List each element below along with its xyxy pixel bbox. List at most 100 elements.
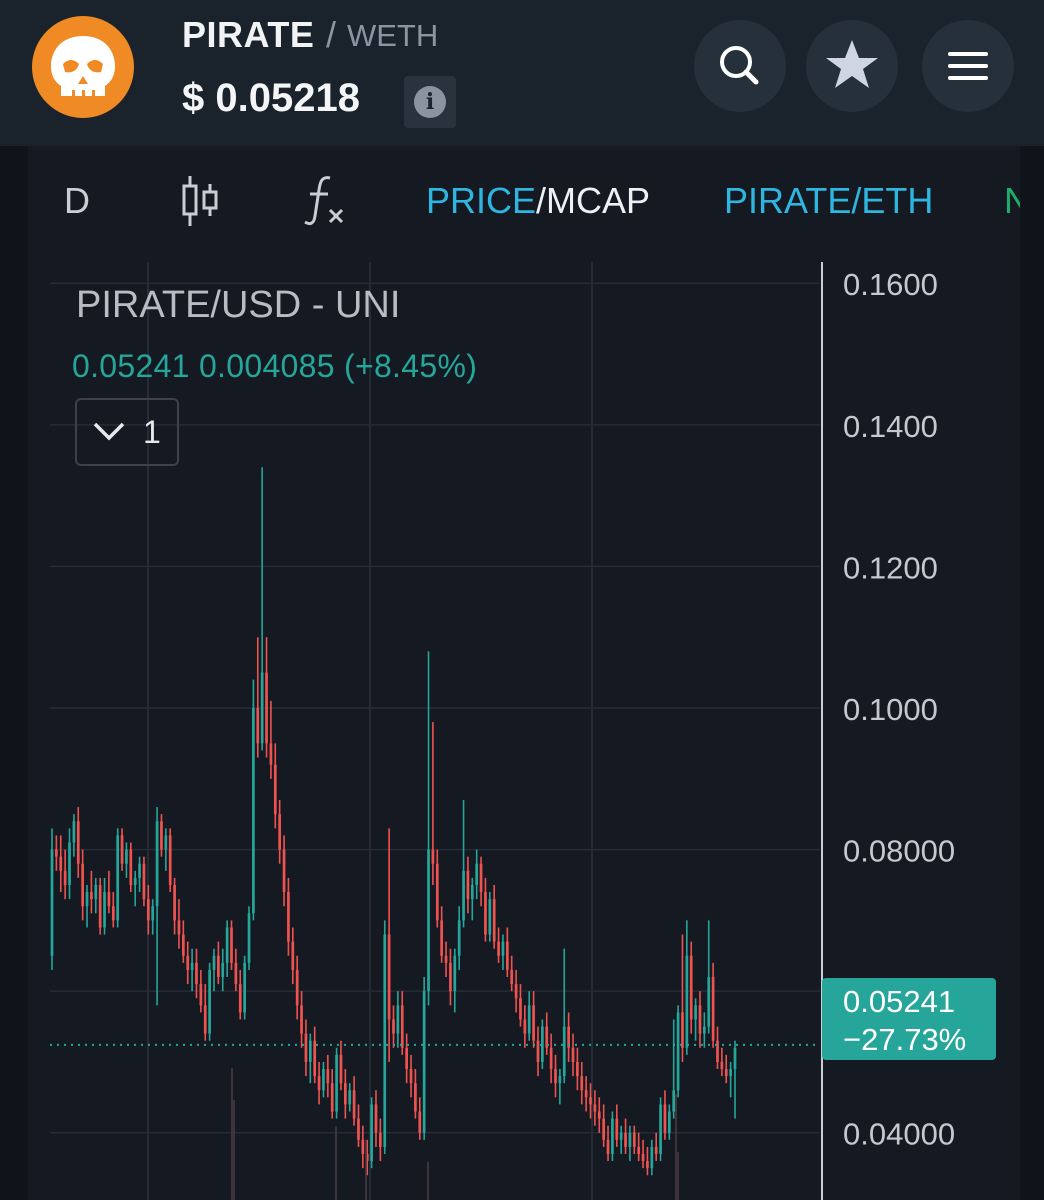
candle-body: [234, 962, 238, 985]
candle-body: [615, 1118, 619, 1140]
candle-body: [685, 955, 689, 1048]
candle-body: [619, 1132, 623, 1140]
candle-body: [536, 1040, 540, 1062]
candle-body: [541, 1026, 544, 1062]
search-button[interactable]: [694, 20, 786, 112]
candle-body: [72, 821, 76, 843]
y-axis-tick-label: 0.04000: [843, 1117, 955, 1152]
chart-legend-values: 0.05241 0.004085 (+8.45%): [72, 348, 478, 384]
candle-body: [589, 1097, 592, 1105]
candle-body: [260, 672, 264, 744]
candle-body: [672, 1090, 676, 1112]
candle-body: [558, 1076, 562, 1084]
candle-body: [120, 835, 124, 864]
candle-body: [352, 1090, 356, 1119]
function-icon[interactable]: [300, 172, 350, 228]
indicator-count: 1: [143, 414, 161, 450]
candle-body: [628, 1132, 632, 1147]
toolbar-overflow-item[interactable]: N: [1004, 180, 1020, 221]
toggle-separator: /: [536, 180, 547, 221]
candle-body: [300, 1005, 303, 1034]
candle-body: [379, 1132, 382, 1147]
candle-body: [111, 906, 115, 921]
candle-body: [711, 977, 715, 1041]
chevron-down-icon: [93, 422, 125, 441]
candle-body: [492, 899, 496, 942]
candle-body: [90, 892, 93, 900]
candle-body: [361, 1139, 365, 1154]
candle-body: [650, 1146, 654, 1169]
candle-body: [339, 1054, 343, 1084]
candle-body: [317, 1076, 321, 1091]
candle-body: [59, 856, 63, 871]
chart-toolbar: D PRICE/MCAP PIRATE/ETH N: [28, 146, 1020, 258]
candle-body: [453, 955, 457, 992]
candle-body: [724, 1069, 728, 1077]
candle-body: [632, 1132, 636, 1147]
current-price-change: −27.73%: [843, 1022, 966, 1057]
candle-body: [335, 1054, 338, 1112]
candle-body: [659, 1104, 662, 1154]
candle-body: [475, 863, 479, 885]
candle-body: [133, 877, 137, 885]
price-option[interactable]: PRICE: [426, 180, 537, 221]
candle-body: [549, 1047, 553, 1070]
candle-body: [729, 1069, 732, 1077]
candle-body: [667, 1111, 671, 1133]
candlestick-icon[interactable]: [178, 174, 222, 228]
candle-body: [116, 835, 120, 921]
candle-body: [597, 1111, 601, 1119]
candle-body: [641, 1153, 645, 1162]
candle-body: [427, 849, 430, 992]
candle-body: [81, 863, 85, 907]
candle-body: [431, 849, 435, 864]
candle-body: [181, 934, 185, 956]
candle-body: [308, 1040, 312, 1062]
candle-body: [514, 984, 518, 999]
pair-quote-toggle[interactable]: PIRATE/ETH: [724, 180, 934, 221]
candle-body: [418, 1111, 422, 1133]
current-price-value: 0.05241: [843, 984, 955, 1019]
candle-body: [484, 892, 487, 935]
candle-body: [252, 707, 255, 914]
candle-body: [698, 1005, 702, 1034]
candle-body: [55, 849, 58, 857]
candle-body: [177, 920, 181, 935]
candle-body: [370, 1104, 373, 1162]
candle-body: [76, 821, 80, 864]
candle-body: [304, 1033, 308, 1062]
candle-body: [611, 1118, 614, 1154]
skull-icon: [51, 36, 115, 97]
mcap-option[interactable]: MCAP: [546, 180, 651, 221]
interval-selector[interactable]: D: [64, 180, 90, 221]
favorite-button[interactable]: [806, 20, 898, 112]
info-button[interactable]: i: [404, 76, 456, 128]
candle-body: [440, 920, 444, 956]
candle-body: [707, 977, 711, 1027]
price-mcap-toggle[interactable]: PRICE/MCAP: [426, 180, 650, 222]
candle-body: [195, 962, 198, 985]
candle-body: [387, 934, 391, 1020]
candle-body: [186, 955, 190, 970]
candle-body: [142, 863, 146, 900]
candle-body: [637, 1146, 641, 1154]
menu-icon: [948, 52, 988, 80]
candle-body: [396, 1005, 400, 1034]
candle-body: [273, 764, 277, 815]
y-axis-tick-label: 0.08000: [843, 834, 955, 869]
candle-body: [676, 1012, 680, 1091]
indicator-collapse-toggle[interactable]: 1: [75, 398, 179, 466]
candle-body: [160, 821, 163, 850]
menu-button[interactable]: [922, 20, 1014, 112]
token-logo[interactable]: [32, 16, 134, 118]
candle-body: [576, 1061, 579, 1077]
candle-body: [562, 1026, 566, 1077]
candle-body: [343, 1083, 347, 1105]
candle-body: [203, 1005, 207, 1034]
candle-body: [681, 1012, 684, 1048]
candle-body: [466, 870, 470, 900]
candle-body: [190, 962, 194, 970]
candle-body: [383, 934, 387, 1147]
candle-body: [400, 1005, 404, 1048]
